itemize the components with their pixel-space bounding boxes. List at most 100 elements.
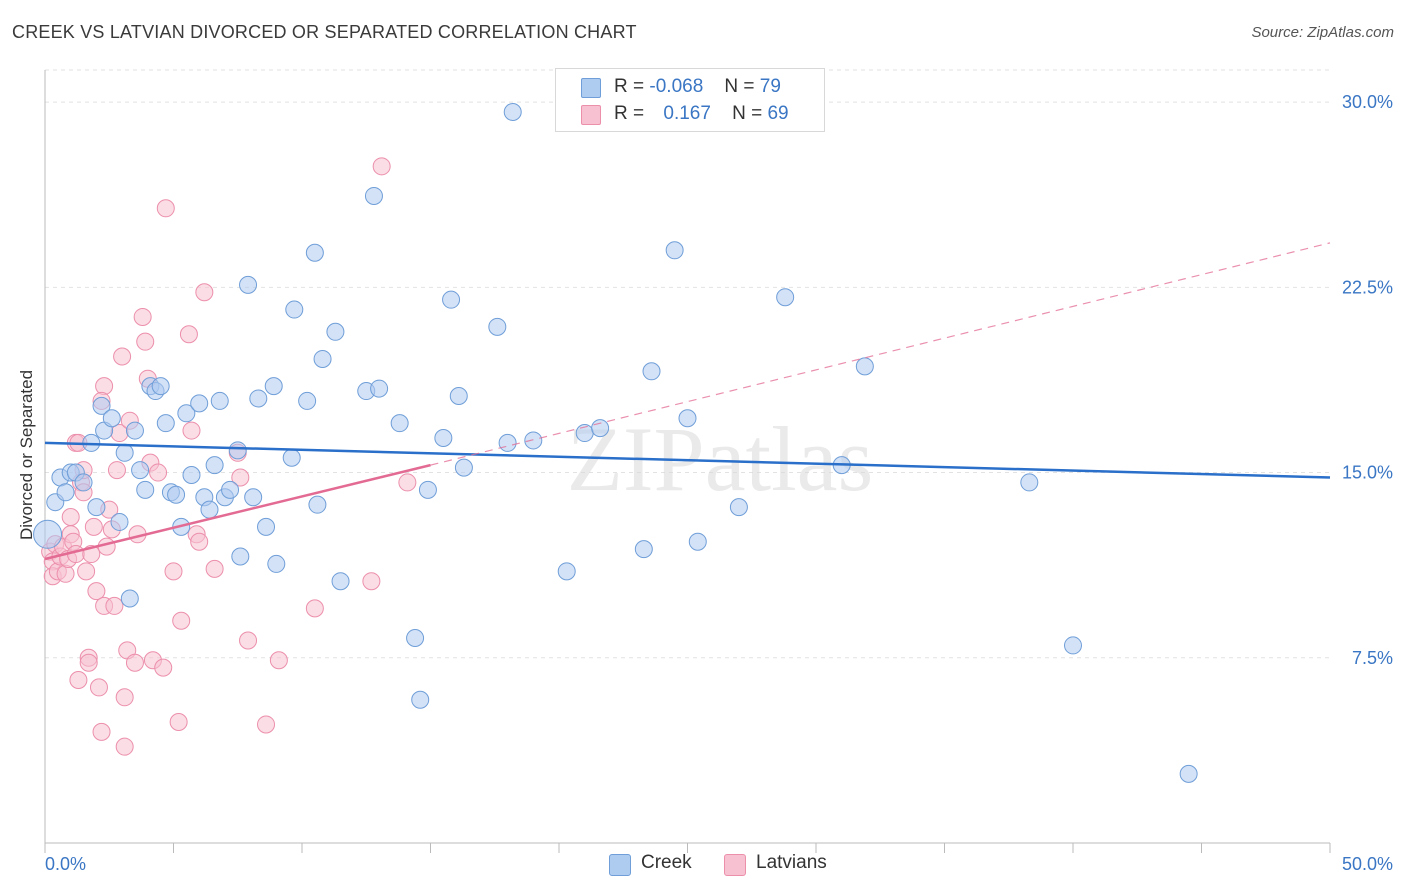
creek-point (308, 495, 327, 514)
latvians-point (398, 473, 417, 492)
legend-row-creek: R = -0.068 N = 79 (556, 74, 824, 100)
latvians-points (41, 157, 417, 756)
y-tick-label: 22.5% (1342, 277, 1393, 297)
creek-point (257, 517, 276, 536)
creek-point (200, 500, 219, 519)
creek-point (370, 379, 389, 398)
latvians-point (79, 653, 98, 672)
latvians-point (362, 572, 381, 591)
creek-legend-swatch (609, 854, 631, 876)
source-label: Source: ZipAtlas.com (1251, 24, 1394, 41)
legend-n-value: 79 (759, 76, 781, 97)
y-tick-label: 30.0% (1342, 92, 1393, 112)
latvians-point (95, 377, 114, 396)
creek-point (92, 396, 111, 415)
latvians-point (269, 651, 288, 670)
x-tick-label: 50.0% (1342, 854, 1393, 874)
creek-point (524, 431, 543, 450)
creek-point (282, 448, 301, 467)
creek-trend-line (44, 441, 1331, 479)
x-tick-label: 0.0% (45, 854, 86, 874)
legend-row-latvians: R = 0.167 N = 69 (556, 101, 824, 127)
legend-n-value: 69 (767, 103, 789, 124)
chart-title: CREEK VS LATVIAN DIVORCED OR SEPARATED C… (12, 22, 637, 42)
latvians-point (115, 737, 134, 756)
creek-point (205, 456, 224, 475)
creek-point (665, 241, 684, 260)
y-tick-label: 7.5% (1352, 648, 1393, 668)
creek-point (182, 466, 201, 485)
creek-point (231, 547, 250, 566)
creek-point (776, 288, 795, 307)
creek-point (688, 532, 707, 551)
creek-point (244, 488, 263, 507)
latvians-point (372, 157, 391, 176)
creek-points (33, 102, 1198, 783)
latvians-point (69, 671, 88, 690)
latvians-trend-line (44, 463, 431, 561)
latvians-point (107, 461, 126, 480)
tick-labels: 7.5% 15.0% 22.5% 30.0% 0.0% 50.0% (45, 92, 1393, 874)
creek-point (591, 419, 610, 438)
latvians-point (179, 325, 198, 344)
creek-point (221, 480, 240, 499)
creek-point (239, 275, 258, 294)
creek-point (449, 386, 468, 405)
creek-point (305, 243, 324, 262)
creek-point (190, 394, 209, 413)
latvians-point (190, 532, 209, 551)
creek-point (56, 483, 75, 502)
creek-point (557, 562, 576, 581)
creek-point (1064, 636, 1082, 655)
creek-point (454, 458, 473, 477)
latvians-point (305, 599, 324, 618)
latvians-point (205, 559, 224, 578)
creek-point (151, 377, 170, 396)
latvians-point (87, 582, 106, 601)
creek-point (326, 322, 345, 341)
latvians-point (136, 332, 155, 351)
latvians-point (164, 562, 183, 581)
latvians-point (125, 653, 144, 672)
creek-point (74, 473, 93, 492)
creek-point (313, 349, 332, 368)
stats-legend: R = -0.068 N = 79 R = 0.167 N = 69 (555, 68, 825, 132)
creek-point (131, 461, 150, 480)
creek-point (634, 540, 653, 559)
creek-point (156, 414, 175, 433)
latvians-point (89, 678, 108, 697)
creek-point (331, 572, 350, 591)
creek-point (110, 512, 129, 531)
latvians-point (195, 283, 214, 302)
creek-point (264, 377, 283, 396)
latvians-point (92, 722, 111, 741)
latvians-point (239, 631, 258, 650)
creek-point (285, 300, 304, 319)
latvians-point (231, 468, 250, 487)
legend-r-value: 0.167 (663, 103, 711, 124)
creek-point (418, 480, 437, 499)
creek-point (33, 519, 63, 549)
creek-swatch (581, 78, 601, 98)
latvians-point (105, 596, 124, 615)
creek-point (498, 433, 517, 452)
trend-lines (44, 242, 1331, 561)
latvians-point (84, 517, 103, 536)
latvians-point (169, 712, 188, 731)
grid-lines (45, 69, 1330, 659)
creek-point (228, 441, 247, 460)
creek-point (125, 421, 144, 440)
latvians-point (133, 307, 152, 326)
latvians-point (61, 508, 80, 527)
creek-point (102, 409, 121, 428)
latvians-swatch (581, 105, 601, 125)
latvians-point (172, 611, 191, 630)
creek-point (678, 409, 697, 428)
creek-point (1020, 473, 1039, 492)
creek-point (249, 389, 268, 408)
creek-point (298, 391, 317, 410)
creek-point (411, 690, 430, 709)
axes (44, 70, 1331, 853)
latvians-point (257, 715, 276, 734)
